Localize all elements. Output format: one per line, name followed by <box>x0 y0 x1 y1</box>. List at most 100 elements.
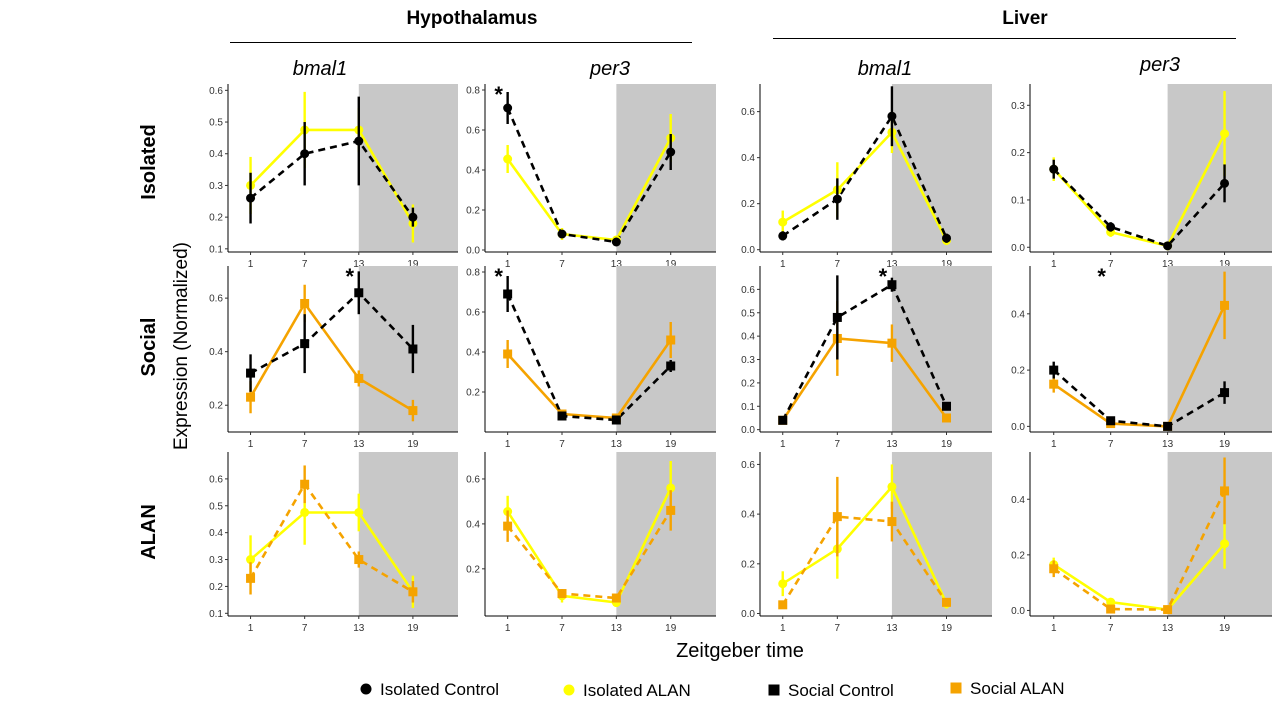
tissue-title-hypothalamus: Hypothalamus <box>406 8 538 29</box>
x-tick-label: 1 <box>505 623 511 634</box>
x-tick-label: 7 <box>1108 259 1114 270</box>
gene-title-liver-bmal1: bmal1 <box>857 58 913 80</box>
y-tick-label: 0.3 <box>741 355 755 366</box>
series-line-social-alan <box>249 481 414 593</box>
data-point-social-control <box>1163 421 1173 431</box>
y-tick-label: 0.1 <box>741 402 755 413</box>
series-line-isolated-alan <box>249 128 415 225</box>
y-tick-label: 0.2 <box>209 401 223 412</box>
dark-phase-shading <box>358 266 458 432</box>
x-tick-label: 7 <box>835 439 841 450</box>
data-point-isolated-alan <box>503 154 513 164</box>
data-point-social-control <box>503 289 513 299</box>
y-tick-label: 0.2 <box>1011 366 1025 377</box>
data-point-isolated-alan <box>887 482 897 492</box>
y-tick-label: 0.4 <box>209 528 223 539</box>
x-tick-label: 7 <box>835 259 841 270</box>
x-tick-label: 19 <box>941 259 953 270</box>
data-point-social-alan <box>1220 486 1230 496</box>
series-line-social-alan <box>781 515 948 606</box>
data-point-isolated-alan <box>246 555 256 565</box>
data-point-isolated-control <box>557 229 567 239</box>
panel-hypothalamus-bmal1-alan: 0.1 0.2 0.3 0.4 0.5 0.6 1 7 13 19 <box>209 452 458 634</box>
y-tick-label: 0.0 <box>1011 606 1025 617</box>
x-tick-label: 13 <box>353 439 365 450</box>
data-point-social-alan <box>246 392 256 402</box>
x-tick-label: 7 <box>835 623 841 634</box>
data-point-social-alan <box>1049 564 1059 574</box>
legend-item-social-alan: Social ALAN <box>950 679 1065 699</box>
x-tick-label: 13 <box>886 259 898 270</box>
x-tick-label: 1 <box>248 623 254 634</box>
data-point-social-control <box>778 415 788 425</box>
y-tick-label: 0.4 <box>741 510 755 521</box>
x-tick-label: 7 <box>559 623 565 634</box>
data-point-isolated-alan <box>778 579 788 589</box>
x-tick-label: 1 <box>1051 439 1057 450</box>
x-tick-label: 13 <box>353 259 365 270</box>
data-point-social-alan <box>666 335 676 345</box>
y-tick-label: 0.6 <box>741 107 755 118</box>
significance-annotation: * <box>346 264 355 289</box>
x-tick-label: 13 <box>1162 623 1174 634</box>
y-tick-label: 0.6 <box>741 285 755 296</box>
significance-annotation: * <box>494 264 503 289</box>
panel-liver-per3-social: 0.0 0.2 0.4 1 7 13 19 * <box>1011 264 1272 450</box>
data-point-isolated-control <box>611 237 621 247</box>
y-tick-label: 0.2 <box>741 378 755 389</box>
dark-phase-shading <box>891 452 992 616</box>
data-point-isolated-control <box>1106 222 1116 232</box>
panel-hypothalamus-bmal1-isolated: 0.1 0.2 0.3 0.4 0.5 0.6 1 7 13 19 <box>209 84 458 270</box>
y-tick-label: 0.2 <box>466 564 480 575</box>
x-tick-label: 1 <box>505 259 511 270</box>
series-line-social-control <box>506 293 672 422</box>
data-point-social-alan <box>1106 604 1116 614</box>
data-point-social-alan <box>942 413 952 423</box>
x-tick-label: 1 <box>1051 623 1057 634</box>
tissue-title-liver: Liver <box>1002 8 1048 29</box>
gene-title-liver-per3: per3 <box>1139 54 1181 76</box>
x-tick-label: 7 <box>302 623 308 634</box>
legend-marker-square-black <box>768 681 780 701</box>
y-tick-label: 0.4 <box>466 348 480 359</box>
legend-label: Isolated Control <box>380 680 500 699</box>
data-point-social-alan <box>354 373 364 383</box>
data-point-social-alan <box>408 406 418 416</box>
x-tick-label: 1 <box>248 439 254 450</box>
x-tick-label: 19 <box>665 439 677 450</box>
series-line-isolated-alan <box>1052 133 1226 248</box>
x-tick-label: 19 <box>407 259 419 270</box>
x-tick-label: 7 <box>302 439 308 450</box>
x-tick-label: 19 <box>941 439 953 450</box>
data-point-isolated-control <box>778 231 788 241</box>
data-point-social-control <box>408 344 418 354</box>
data-point-social-alan <box>1163 605 1173 615</box>
x-tick-label: 13 <box>886 623 898 634</box>
y-tick-label: 0.0 <box>1011 422 1025 433</box>
data-point-social-alan <box>503 521 513 531</box>
data-point-isolated-alan <box>778 217 788 227</box>
y-tick-label: 0.4 <box>741 153 755 164</box>
data-point-isolated-alan <box>1220 129 1230 139</box>
dark-phase-shading <box>1167 84 1272 252</box>
legend-marker-circle-black <box>360 680 372 700</box>
data-point-isolated-alan <box>1220 539 1230 549</box>
x-tick-label: 13 <box>1162 439 1174 450</box>
data-point-social-control <box>557 411 567 421</box>
data-point-social-alan <box>246 573 256 583</box>
y-tick-label: 0.0 <box>466 246 480 257</box>
y-tick-label: 0.0 <box>1011 243 1025 254</box>
series-line-social-alan <box>781 337 948 422</box>
y-tick-label: 0.2 <box>209 582 223 593</box>
y-tick-label: 0.2 <box>741 199 755 210</box>
y-tick-label: 0.6 <box>466 474 480 485</box>
data-point-social-control <box>1220 388 1230 398</box>
y-tick-label: 0.3 <box>209 181 223 192</box>
x-tick-label: 13 <box>353 623 365 634</box>
x-tick-label: 19 <box>941 623 953 634</box>
data-point-social-control <box>887 280 897 290</box>
x-tick-label: 7 <box>1108 623 1114 634</box>
data-point-social-control <box>1106 416 1116 426</box>
data-point-isolated-control <box>246 193 256 203</box>
